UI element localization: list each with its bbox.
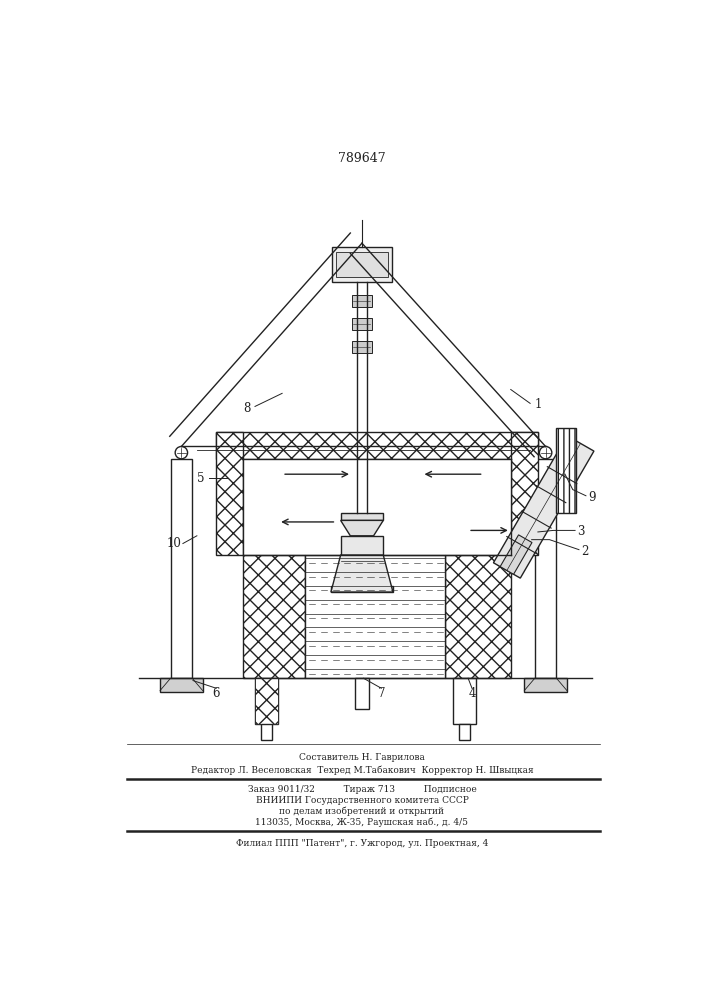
Bar (525, 678, 567, 692)
Text: по делам изобретений и открытий: по делам изобретений и открытий (279, 807, 445, 816)
Text: ВНИИПИ Государственного комитета СССР: ВНИИПИ Государственного комитета СССР (255, 796, 469, 805)
Bar (243, 555, 305, 678)
Text: 9: 9 (588, 491, 596, 504)
Text: 113035, Москва, Ж-35, Раушская наб., д. 4/5: 113035, Москва, Ж-35, Раушская наб., д. … (255, 817, 469, 827)
Text: 7: 7 (378, 687, 385, 700)
Text: 2: 2 (580, 545, 588, 558)
Bar (341, 513, 383, 520)
Text: Филиал ППП "Патент", г. Ужгород, ул. Проектная, 4: Филиал ППП "Патент", г. Ужгород, ул. Про… (235, 839, 488, 848)
Bar (534, 459, 556, 678)
Text: Редактор Л. Веселовская  Техред М.Табакович  Корректор Н. Швыцкая: Редактор Л. Веселовская Техред М.Табаков… (191, 765, 533, 775)
Bar (510, 432, 538, 555)
Bar (332, 247, 392, 282)
Text: 789647: 789647 (338, 152, 386, 165)
Text: 1: 1 (534, 398, 542, 411)
Polygon shape (493, 436, 594, 578)
Polygon shape (331, 555, 393, 592)
Bar (261, 724, 272, 740)
Bar (352, 295, 372, 307)
Text: Заказ 9011/32          Тираж 713          Подписное: Заказ 9011/32 Тираж 713 Подписное (247, 785, 477, 794)
Bar (216, 432, 538, 459)
Text: Составитель Н. Гаврилова: Составитель Н. Гаврилова (299, 753, 425, 762)
Text: 8: 8 (244, 402, 251, 415)
Bar (170, 459, 192, 678)
Bar (331, 586, 393, 592)
Bar (255, 678, 279, 724)
Text: 4: 4 (468, 687, 476, 700)
Bar (243, 459, 510, 555)
Bar (352, 318, 372, 330)
Bar (216, 432, 243, 555)
Bar (305, 555, 445, 678)
Bar (160, 678, 203, 692)
Bar (445, 555, 510, 678)
Text: 10: 10 (166, 537, 181, 550)
Text: 6: 6 (213, 687, 220, 700)
Bar (255, 678, 279, 724)
Bar (352, 341, 372, 353)
Text: 3: 3 (577, 525, 584, 538)
Polygon shape (500, 535, 532, 574)
Bar (459, 724, 469, 740)
Bar (452, 678, 476, 724)
Bar (337, 252, 387, 277)
Polygon shape (341, 520, 383, 536)
Bar (355, 678, 369, 709)
Text: 5: 5 (197, 472, 204, 485)
Bar (341, 536, 383, 586)
Bar (556, 428, 575, 513)
